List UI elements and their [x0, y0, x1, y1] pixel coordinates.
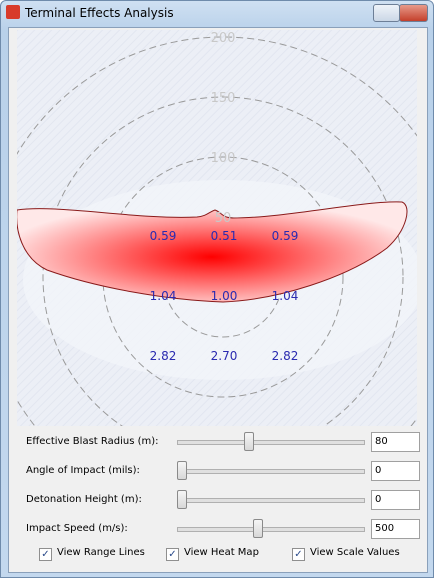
scale-value: 1.04	[150, 289, 177, 303]
slider-thumb[interactable]	[177, 461, 187, 480]
slider-thumb[interactable]	[177, 490, 187, 509]
scale-value: 2.70	[211, 349, 238, 363]
checkbox[interactable]: ✓ View Scale Values	[292, 547, 400, 561]
checkbox-label: View Heat Map	[184, 547, 259, 558]
scale-value: 0.51	[211, 229, 238, 243]
slider-track[interactable]	[177, 498, 365, 503]
scale-value: 0.59	[150, 229, 177, 243]
slider-track[interactable]	[177, 527, 365, 532]
minimize-button[interactable]	[373, 4, 400, 22]
heat-map	[17, 201, 408, 303]
client-area: 200 150 100 50 0.59 0.51 0.59 1.04 1.00 1.04 2.82 2…	[8, 27, 428, 573]
scale-value: 1.04	[272, 289, 299, 303]
value-input[interactable]: 0	[371, 490, 420, 510]
control-label: Angle of Impact (mils):	[26, 465, 140, 476]
control-label: Impact Speed (m/s):	[26, 523, 128, 534]
value-input[interactable]: 0	[371, 461, 420, 481]
check-mark[interactable]: ✓	[39, 548, 52, 561]
slider-track[interactable]	[177, 440, 365, 445]
slider-thumb[interactable]	[253, 519, 263, 538]
slider-track[interactable]	[177, 469, 365, 474]
scale-value: 2.82	[272, 349, 299, 363]
checkbox-label: View Scale Values	[310, 547, 400, 558]
range-label: 150	[211, 91, 236, 106]
slider-thumb[interactable]	[244, 432, 254, 451]
check-mark[interactable]: ✓	[166, 548, 179, 561]
range-label: 100	[211, 151, 236, 166]
window-title: Terminal Effects Analysis	[25, 6, 174, 20]
checkbox[interactable]: ✓ View Heat Map	[166, 547, 259, 561]
scale-value: 1.00	[211, 289, 238, 303]
close-button[interactable]	[399, 4, 428, 22]
control-label: Effective Blast Radius (m):	[26, 436, 159, 447]
scale-value: 2.82	[150, 349, 177, 363]
app-icon	[6, 5, 20, 19]
value-input[interactable]: 500	[371, 519, 420, 539]
control-label: Detonation Height (m):	[26, 494, 142, 505]
check-mark[interactable]: ✓	[292, 548, 305, 561]
range-label: 200	[211, 31, 236, 46]
range-label: 50	[215, 211, 232, 226]
checkbox-label: View Range Lines	[57, 547, 145, 558]
value-input[interactable]: 80	[371, 432, 420, 452]
checkbox[interactable]: ✓ View Range Lines	[39, 547, 145, 561]
plot: 200 150 100 50 0.59 0.51 0.59 1.04 1.00 1.04 2.82 2…	[17, 30, 417, 426]
scale-value: 0.59	[272, 229, 299, 243]
